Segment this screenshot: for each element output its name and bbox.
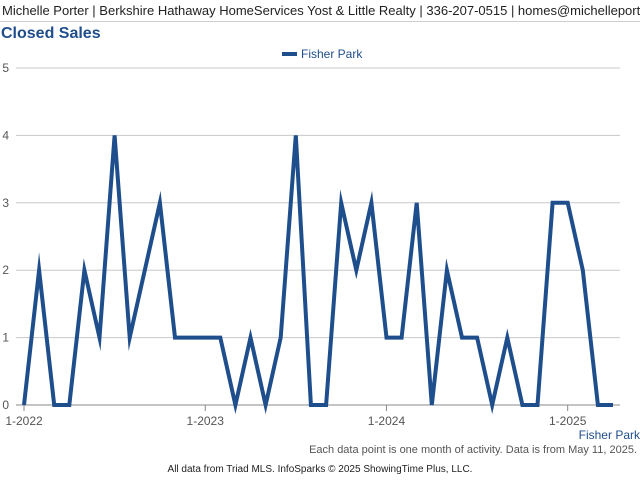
data-point-2022-05[interactable] — [81, 267, 87, 273]
data-point-2023-06[interactable] — [278, 335, 284, 341]
data-point-2024-09[interactable] — [504, 335, 510, 341]
data-footnote: Each data point is one month of activity… — [309, 444, 637, 456]
series-line-fisher-park[interactable] — [22, 135, 613, 415]
data-point-2024-04[interactable] — [429, 402, 435, 408]
data-point-2024-12[interactable] — [550, 200, 556, 206]
data-point-2022-07[interactable] — [112, 132, 118, 138]
data-point-2025-04[interactable] — [610, 402, 616, 408]
x-axis-series-label: Fisher Park — [579, 428, 640, 442]
chart-title: Closed Sales — [1, 25, 101, 42]
data-point-2024-05[interactable] — [444, 267, 450, 273]
data-point-2022-03[interactable] — [51, 402, 57, 408]
data-point-2022-09[interactable] — [142, 267, 148, 273]
agent-contact-line: Michelle Porter | Berkshire Hathaway Hom… — [2, 3, 640, 18]
agent-header: Michelle Porter | Berkshire Hathaway Hom… — [0, 0, 640, 22]
data-point-2022-08[interactable] — [127, 335, 133, 341]
y-tick-label-4: 4 — [2, 128, 9, 142]
data-point-2024-06[interactable] — [459, 335, 465, 341]
data-point-2023-08[interactable] — [308, 402, 314, 408]
data-point-2022-11[interactable] — [172, 335, 178, 341]
legend-label-fisher-park: Fisher Park — [301, 47, 363, 61]
data-point-2024-08[interactable] — [489, 402, 495, 408]
data-point-2023-12[interactable] — [368, 200, 374, 206]
x-tick-label-1-2022: 1-2022 — [5, 414, 43, 428]
x-tick-label-1-2024: 1-2024 — [368, 414, 406, 428]
data-point-2023-09[interactable] — [323, 402, 329, 408]
y-tick-label-0: 0 — [2, 398, 9, 412]
y-tick-label-5: 5 — [2, 61, 9, 75]
data-point-2022-02[interactable] — [36, 267, 42, 273]
data-point-2024-10[interactable] — [519, 402, 525, 408]
data-point-2022-01[interactable] — [21, 402, 27, 408]
y-tick-label-3: 3 — [2, 196, 9, 210]
x-tick-label-1-2023: 1-2023 — [187, 414, 225, 428]
data-point-2023-03[interactable] — [232, 402, 238, 408]
copyright-notice: All data from Triad MLS. InfoSparks © 20… — [167, 464, 473, 475]
data-point-2022-04[interactable] — [66, 402, 72, 408]
x-axis-tick-labels: 1-2022 1-2023 1-2024 1-2025 — [5, 414, 586, 428]
series-layer — [21, 132, 616, 415]
data-point-2023-01[interactable] — [202, 335, 208, 341]
data-point-2023-11[interactable] — [353, 267, 359, 273]
data-point-2025-01[interactable] — [565, 200, 571, 206]
y-axis-tick-labels: 0 1 2 3 4 5 — [2, 61, 9, 412]
data-point-2024-02[interactable] — [399, 335, 405, 341]
data-point-2022-12[interactable] — [187, 335, 193, 341]
data-point-2024-01[interactable] — [383, 335, 389, 341]
x-tick-label-1-2025: 1-2025 — [549, 414, 587, 428]
data-point-2024-07[interactable] — [474, 335, 480, 341]
data-point-2023-10[interactable] — [338, 200, 344, 206]
y-tick-label-2: 2 — [2, 263, 9, 277]
data-point-2025-03[interactable] — [595, 402, 601, 408]
data-point-2023-07[interactable] — [293, 132, 299, 138]
legend[interactable]: Fisher Park — [282, 47, 363, 61]
data-point-2023-04[interactable] — [248, 335, 254, 341]
data-point-2023-02[interactable] — [217, 335, 223, 341]
data-point-2023-05[interactable] — [263, 402, 269, 408]
data-point-2024-03[interactable] — [414, 200, 420, 206]
data-point-2022-06[interactable] — [97, 335, 103, 341]
data-point-2022-10[interactable] — [157, 200, 163, 206]
data-point-2024-11[interactable] — [534, 402, 540, 408]
data-point-2025-02[interactable] — [580, 267, 586, 273]
y-tick-label-1: 1 — [2, 331, 9, 345]
